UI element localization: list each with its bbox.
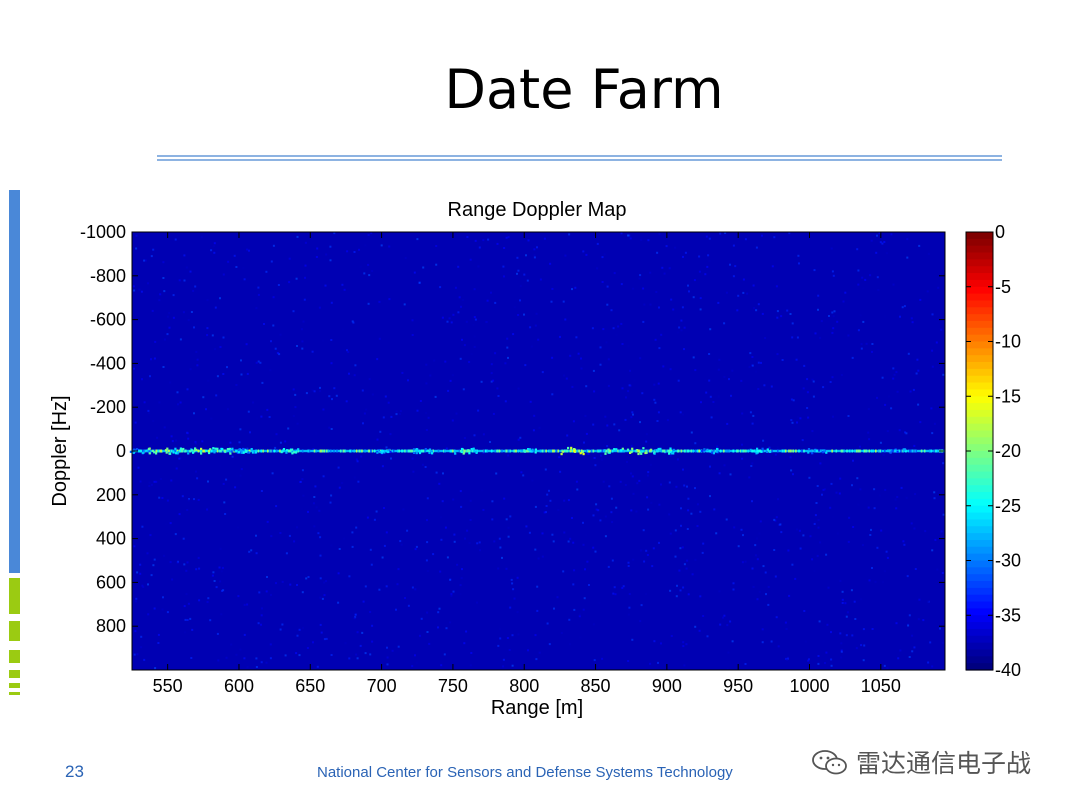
x-tick-label-750: 750: [438, 676, 468, 696]
x-tick-label-850: 850: [581, 676, 611, 696]
watermark: 雷达通信电子战: [810, 744, 1031, 780]
x-tick-label-1050: 1050: [861, 676, 901, 696]
title-rule-bottom: [157, 159, 1002, 161]
watermark-text: 雷达通信电子战: [856, 749, 1032, 778]
colorbar-tick-label--15: -15: [995, 386, 1021, 406]
zero-doppler-return-13: [598, 447, 624, 455]
y-tick-label--400: -400: [90, 353, 126, 373]
colorbar-tick-label--5: -5: [995, 277, 1011, 297]
zero-doppler-return-8: [376, 448, 392, 454]
left-accent-bar-green-6: [9, 692, 20, 695]
zero-doppler-return-1: [147, 447, 175, 455]
chart-title: Range Doppler Map: [448, 199, 627, 221]
heatmap-image: [129, 232, 945, 670]
y-axis-label: Doppler [Hz]: [49, 395, 71, 506]
x-tick-label-650: 650: [295, 676, 325, 696]
zero-doppler-return-10: [454, 447, 478, 455]
x-tick-label-900: 900: [652, 676, 682, 696]
y-tick-label-0: 0: [116, 441, 126, 461]
colorbar: 0 -5 -10 -15 -20 -25 -30 -35 -40: [965, 222, 1021, 680]
left-accent-bar-green-5: [9, 683, 20, 688]
x-tick-label-800: 800: [509, 676, 539, 696]
left-accent-bar-green-4: [9, 670, 20, 678]
zero-doppler-return-17: [749, 447, 772, 455]
y-tick-label--800: -800: [90, 266, 126, 286]
zero-doppler-return-9: [412, 448, 434, 455]
y-tick-label--600: -600: [90, 310, 126, 330]
y-tick-label-400: 400: [96, 529, 126, 549]
x-axis-label: Range [m]: [491, 697, 583, 719]
title-rule-top: [157, 155, 1002, 157]
y-tick-label-200: 200: [96, 485, 126, 505]
x-tick-label-1000: 1000: [789, 676, 829, 696]
zero-doppler-return-11: [519, 448, 537, 454]
zero-doppler-return-3: [192, 447, 217, 455]
left-accent-bar-green-3: [9, 650, 20, 663]
zero-doppler-return-7: [280, 448, 300, 455]
zero-doppler-return-0: [129, 448, 151, 455]
slide-title: Date Farm: [444, 58, 724, 121]
y-tick-label--1000: -1000: [80, 222, 126, 242]
colorbar-tick-label--35: -35: [995, 605, 1021, 625]
footer-text: National Center for Sensors and Defense …: [317, 764, 733, 781]
zero-doppler-return-2: [174, 447, 193, 455]
zero-doppler-return-16: [701, 447, 719, 455]
colorbar-tick-label--40: -40: [995, 660, 1021, 680]
zero-doppler-return-19: [887, 448, 907, 454]
y-tick-label-600: 600: [96, 572, 126, 592]
y-tick-label-800: 800: [96, 616, 126, 636]
x-tick-label-950: 950: [723, 676, 753, 696]
left-accent-bar-blue: [9, 190, 20, 573]
colorbar-tick-label--30: -30: [995, 551, 1021, 571]
zero-doppler-return-18: [807, 448, 828, 455]
zero-doppler-return-14: [626, 447, 653, 456]
chart-axes: 550 600 650 700 750 800 850 900 950 1000 1050 -1000…: [80, 222, 946, 696]
colorbar-tick-label--25: -25: [995, 496, 1021, 516]
left-accent-bar-green-2: [9, 621, 20, 641]
wechat-icon: [812, 750, 847, 775]
x-tick-label-700: 700: [367, 676, 397, 696]
slide-page-number: 23: [65, 762, 84, 781]
zero-doppler-return-15: [653, 447, 675, 455]
zero-doppler-return-12: [560, 446, 591, 456]
range-doppler-chart: Range Doppler Map 550 600 650 700 750 800 850 9…: [49, 199, 1021, 719]
x-tick-label-600: 600: [224, 676, 254, 696]
zero-doppler-return-6: [237, 447, 258, 454]
colorbar-tick-label--20: -20: [995, 441, 1021, 461]
x-tick-label-550: 550: [153, 676, 183, 696]
left-accent-bar-green-1: [9, 578, 20, 614]
y-tick-label--200: -200: [90, 397, 126, 417]
colorbar-tick-label-0: 0: [995, 222, 1005, 242]
colorbar-tick-label--10: -10: [995, 332, 1021, 352]
